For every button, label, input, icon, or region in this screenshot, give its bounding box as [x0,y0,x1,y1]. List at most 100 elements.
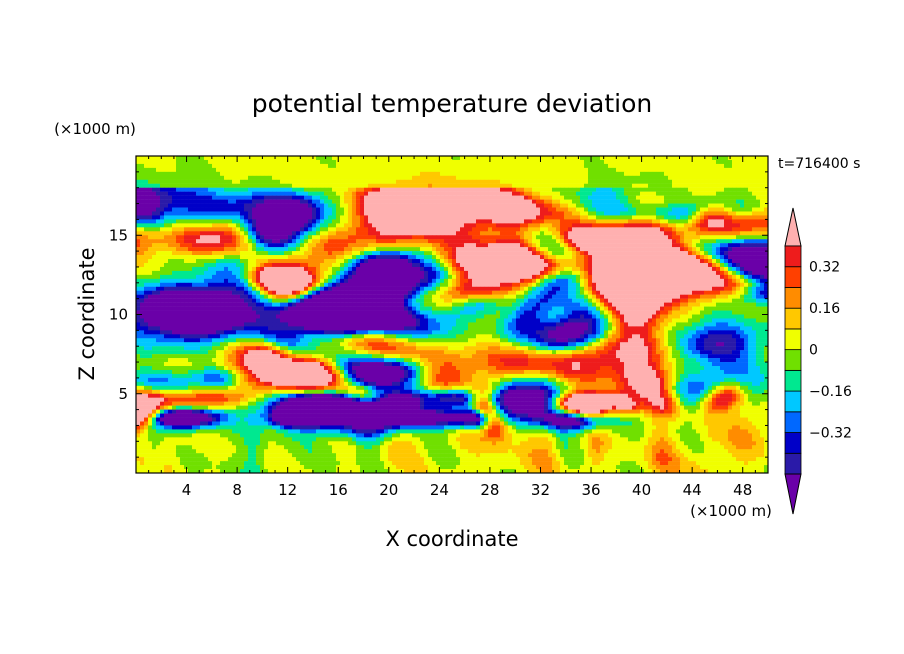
heatmap-cell [488,167,493,173]
heatmap-cell [760,266,765,272]
heatmap-cell [604,259,609,264]
heatmap-cell [604,175,609,180]
heatmap-cell [184,199,189,204]
heatmap-cell [588,215,593,220]
heatmap-cell [248,259,253,264]
heatmap-cell [380,227,385,232]
heatmap-cell [684,239,689,244]
heatmap-cell [688,270,693,276]
heatmap-cell [624,211,629,216]
heatmap-cell [276,243,281,248]
heatmap-cell [440,227,445,232]
heatmap-cell [136,203,141,208]
heatmap-cell [472,251,477,256]
heatmap-cell [736,255,741,260]
heatmap-cell [432,235,437,240]
heatmap-cell [416,270,421,276]
heatmap-cell [720,215,725,220]
heatmap-cell [400,219,405,224]
heatmap-cell [572,179,577,184]
heatmap-cell [760,183,765,188]
heatmap-cell [496,278,501,283]
heatmap-cell [368,171,373,177]
heatmap-cell [356,183,361,188]
heatmap-cell [300,179,305,184]
heatmap-cell [264,255,269,260]
heatmap-cell [664,187,669,192]
heatmap-cell [288,175,293,180]
heatmap-cell [216,163,221,169]
heatmap-cell [580,191,585,196]
heatmap-cell [344,183,349,188]
heatmap-cell [372,156,377,161]
heatmap-cell [692,243,697,248]
heatmap-cell [728,183,733,188]
heatmap-cell [600,235,605,240]
heatmap-cell [540,211,545,216]
heatmap-cell [584,156,589,161]
heatmap-cell [604,207,609,212]
heatmap-cell [480,175,485,180]
heatmap-cell [428,175,433,180]
heatmap-cell [764,270,768,276]
heatmap-cell [760,262,765,268]
heatmap-cell [620,207,625,212]
heatmap-cell [664,183,669,188]
heatmap-cell [752,227,757,232]
heatmap-cell [712,167,717,173]
heatmap-cell [324,215,329,220]
heatmap-cell [148,183,153,188]
heatmap-cell [344,278,349,283]
heatmap-cell [464,215,469,220]
heatmap-cell [380,203,385,208]
heatmap-cell [720,175,725,180]
heatmap-cell [704,255,709,260]
heatmap-cell [588,247,593,252]
heatmap-cell [496,199,501,204]
heatmap-cell [392,247,397,252]
heatmap-cell [276,251,281,256]
heatmap-cell [732,175,737,180]
heatmap-cell [444,199,449,204]
heatmap-cell [708,239,713,244]
heatmap-cell [344,187,349,192]
heatmap-cell [692,251,697,256]
heatmap-cell [756,262,761,268]
heatmap-cell [552,223,557,228]
heatmap-cell [312,199,317,204]
heatmap-cell [488,274,493,280]
heatmap-cell [596,247,601,252]
heatmap-cell [336,223,341,228]
heatmap-cell [432,191,437,196]
heatmap-cell [164,239,169,244]
heatmap-cell [428,255,433,260]
heatmap-cell [300,187,305,192]
heatmap-cell [616,247,621,252]
heatmap-cell [436,207,441,212]
heatmap-cell [568,266,573,272]
heatmap-cell [500,199,505,204]
heatmap-cell [592,270,597,276]
heatmap-cell [480,159,485,165]
heatmap-cell [696,274,701,280]
heatmap-cell [404,231,409,236]
heatmap-cell [628,235,633,240]
heatmap-cell [644,231,649,236]
heatmap-cell [180,156,185,161]
heatmap-cell [364,171,369,177]
heatmap-cell [352,175,357,180]
heatmap-cell [320,175,325,180]
heatmap-cell [344,167,349,173]
heatmap-cell [744,262,749,268]
heatmap-cell [352,211,357,216]
heatmap-cell [152,156,157,161]
heatmap-cell [296,203,301,208]
heatmap-cell [332,227,337,232]
heatmap-cell [220,227,225,232]
heatmap-cell [696,195,701,200]
heatmap-cell [524,163,529,169]
heatmap-cell [492,195,497,200]
heatmap-cell [692,231,697,236]
heatmap-cell [568,199,573,204]
heatmap-cell [232,156,237,161]
